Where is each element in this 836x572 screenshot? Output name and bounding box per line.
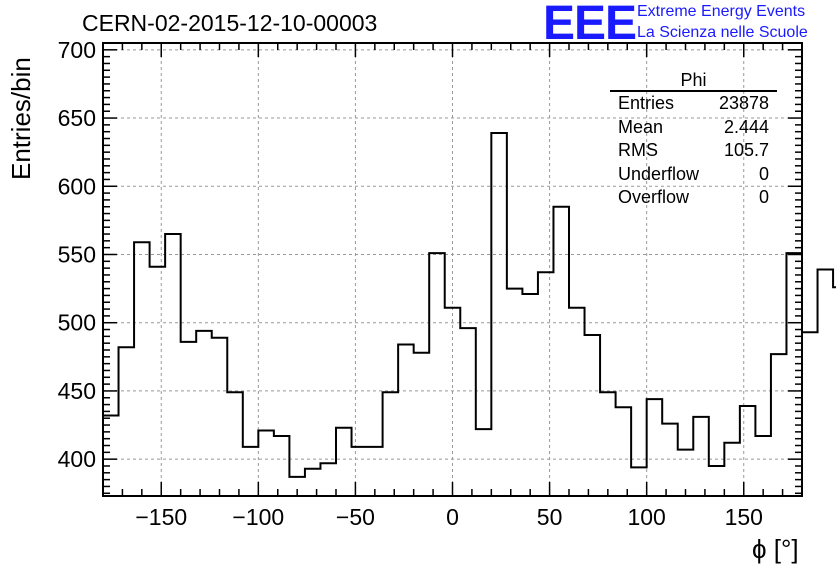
histogram-bin xyxy=(491,133,507,496)
y-tick-label: 400 xyxy=(58,446,96,472)
y-axis-label: Entries/bin xyxy=(6,57,36,180)
stats-label: Mean xyxy=(618,116,664,137)
histogram-bin xyxy=(352,447,368,496)
x-tick-label: −150 xyxy=(135,504,187,530)
stats-value: 23878 xyxy=(718,93,769,113)
y-tick-label: 650 xyxy=(58,105,96,131)
x-axis-label: ϕ [°] xyxy=(752,534,799,564)
histogram-bin xyxy=(507,289,523,496)
x-tick-label: 50 xyxy=(537,504,563,530)
histogram-outline xyxy=(103,132,836,478)
stats-box: Phi Entries 23878 Mean 2.444 RMS 105.7 U… xyxy=(610,70,777,210)
stats-value: 0 xyxy=(758,187,769,207)
histogram-bin xyxy=(569,308,585,496)
histogram-bin xyxy=(600,392,616,496)
histogram-bin xyxy=(150,267,166,496)
histogram-bin xyxy=(165,234,181,496)
histogram-bin xyxy=(227,392,243,496)
x-tick-label: 150 xyxy=(725,504,763,530)
histogram-bin xyxy=(740,406,756,496)
histogram-bin xyxy=(258,431,274,496)
stats-row-rms: RMS 105.7 xyxy=(610,139,777,163)
histogram-bin xyxy=(383,392,399,496)
stats-label: Entries xyxy=(618,93,675,113)
histogram-bin xyxy=(585,335,601,496)
histogram-bin xyxy=(320,463,336,496)
histogram-bin xyxy=(196,331,212,496)
y-tick-label: 550 xyxy=(58,241,96,267)
histogram-bin xyxy=(212,338,228,496)
logo-line-1: Extreme Energy Events xyxy=(637,3,806,20)
histogram-bin xyxy=(181,342,197,496)
axis-ticks xyxy=(103,42,802,496)
stats-label: Overflow xyxy=(618,187,690,207)
y-tick-label: 700 xyxy=(58,37,96,63)
stats-row-underflow: Underflow 0 xyxy=(610,163,777,187)
histogram-bin xyxy=(445,308,461,496)
stats-title: Phi xyxy=(610,70,777,92)
logo-line-2: La Scienza nelle Scuole xyxy=(637,24,808,41)
histogram-bin xyxy=(398,345,414,496)
y-tick-label: 450 xyxy=(58,378,96,404)
histogram-bin xyxy=(693,417,709,496)
stats-value: 105.7 xyxy=(723,140,769,160)
histogram-bin xyxy=(771,354,787,496)
histogram-bin xyxy=(538,272,554,496)
histogram-bin xyxy=(631,467,647,496)
histogram-bin xyxy=(367,447,383,496)
stats-label: Underflow xyxy=(618,163,700,184)
histogram-bin xyxy=(476,429,492,496)
histogram-bin xyxy=(709,466,725,496)
histogram-bin xyxy=(662,424,678,496)
histogram-bin xyxy=(414,353,430,496)
histogram-bin xyxy=(802,332,818,496)
y-tick-label: 600 xyxy=(58,173,96,199)
tick-labels: −150 −100 −50 0 50 100 150 400 450 500 550 600 650 70… xyxy=(58,37,763,530)
histogram-bin xyxy=(336,428,352,496)
y-tick-label: 500 xyxy=(58,310,96,336)
x-tick-label: 0 xyxy=(446,504,459,530)
histogram-bin xyxy=(616,407,632,496)
histogram-bin xyxy=(305,469,321,496)
histogram-bin xyxy=(274,436,290,496)
histogram-bin xyxy=(429,253,445,496)
x-tick-label: −50 xyxy=(336,504,375,530)
histogram-bin xyxy=(818,270,834,497)
stats-value: 0 xyxy=(758,163,769,184)
x-tick-label: 100 xyxy=(627,504,665,530)
stats-label: RMS xyxy=(618,140,658,160)
chart-title: CERN-02-2015-12-10-00003 xyxy=(82,10,378,36)
histogram-bin xyxy=(243,447,259,496)
histogram-bin xyxy=(755,436,771,496)
histogram-bin xyxy=(553,207,569,496)
stats-row-mean: Mean 2.444 xyxy=(610,116,777,140)
histogram-bin xyxy=(119,347,135,496)
eee-logo-mark: EEE xyxy=(543,0,637,50)
x-tick-label: −100 xyxy=(232,504,284,530)
histogram-bin xyxy=(647,399,663,496)
histogram-bin xyxy=(103,415,119,496)
histogram-bin xyxy=(134,242,150,496)
histogram-bin xyxy=(460,328,476,496)
histogram-bin xyxy=(724,443,740,496)
histogram-bin xyxy=(522,294,538,496)
stats-row-overflow: Overflow 0 xyxy=(610,186,777,210)
stats-value: 2.444 xyxy=(723,116,769,137)
stats-row-entries: Entries 23878 xyxy=(610,92,777,116)
